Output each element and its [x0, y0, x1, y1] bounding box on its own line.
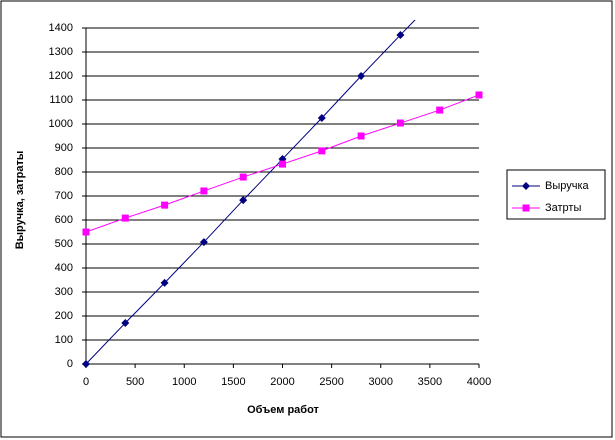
marker: [318, 147, 326, 155]
y-tick-label: 700: [55, 190, 73, 202]
marker: [522, 204, 530, 212]
y-tick-label: 200: [55, 310, 73, 322]
marker: [200, 187, 208, 195]
x-tick-label: 4000: [467, 376, 491, 388]
marker: [82, 360, 90, 368]
marker: [279, 160, 286, 168]
y-axis-label: Выручка, затраты: [14, 151, 26, 250]
y-tick-label: 1000: [49, 118, 73, 130]
marker: [396, 30, 405, 39]
series-line: [85, 20, 416, 365]
y-tick-label: 800: [55, 166, 73, 178]
y-tick-label: 900: [55, 142, 73, 154]
marker: [436, 106, 444, 114]
marker: [82, 228, 90, 236]
x-tick-label: 2500: [319, 376, 343, 388]
x-tick-label: 500: [126, 376, 144, 388]
x-axis-label: Объем работ: [247, 404, 319, 416]
marker: [160, 278, 169, 287]
y-tick-label: 1300: [49, 46, 73, 58]
legend-label: Выручка: [545, 180, 590, 192]
x-tick-label: 0: [83, 376, 89, 388]
marker: [317, 114, 326, 122]
marker: [121, 214, 129, 222]
y-tick-label: 1200: [49, 70, 73, 82]
y-tick-label: 1100: [49, 94, 73, 106]
marker: [121, 318, 130, 327]
plot: [82, 20, 483, 368]
marker: [396, 119, 404, 127]
x-tick-label: 3500: [418, 376, 442, 388]
y-tick-label: 500: [55, 238, 73, 250]
legend-label: Затрты: [545, 202, 581, 214]
x-tick-label: 1500: [221, 376, 245, 388]
x-tick-label: 2000: [270, 376, 294, 388]
marker: [239, 196, 248, 205]
x-tick-label: 1000: [172, 376, 196, 388]
marker: [199, 238, 208, 247]
marker: [475, 91, 483, 99]
marker: [161, 201, 169, 209]
y-tick-label: 400: [55, 262, 73, 274]
y-tick-label: 100: [55, 334, 73, 346]
marker: [239, 173, 247, 181]
x-tick-label: 3000: [369, 376, 393, 388]
y-tick-label: 0: [67, 358, 73, 370]
y-tick-label: 1400: [49, 22, 73, 34]
marker: [357, 132, 365, 140]
y-tick-label: 300: [55, 286, 73, 298]
y-tick-label: 600: [55, 214, 73, 226]
marker: [357, 72, 366, 80]
marker: [522, 182, 530, 190]
